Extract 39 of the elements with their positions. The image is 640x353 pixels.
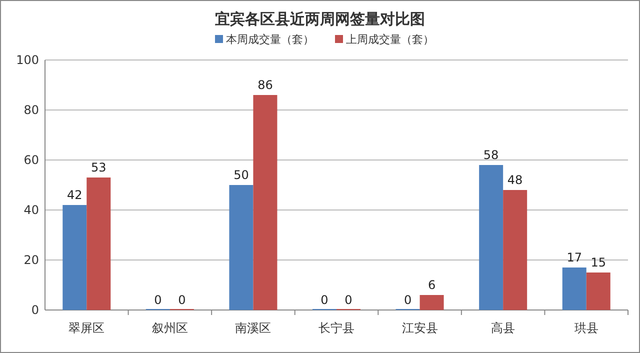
y-tick-label: 0 (31, 303, 39, 317)
y-tick-label: 60 (24, 153, 39, 167)
x-tick-label: 高县 (491, 321, 516, 335)
bar (420, 295, 444, 310)
y-tick-label: 100 (16, 53, 39, 67)
x-tick-label: 翠屏区 (68, 321, 105, 335)
data-label: 42 (67, 188, 82, 202)
data-label: 17 (566, 250, 582, 264)
legend-label: 上周成交量（套） (346, 33, 434, 46)
data-label: 6 (428, 278, 436, 292)
y-tick-label: 20 (24, 253, 39, 267)
bar (62, 205, 87, 310)
x-tick-label: 长宁县 (318, 321, 354, 335)
chart-title: 宜宾各区县近两周网签量对比图 (215, 10, 425, 28)
x-tick-label: 叙州区 (152, 321, 188, 335)
bar (503, 190, 528, 310)
data-label: 0 (320, 293, 328, 307)
data-label: 0 (404, 293, 412, 307)
x-tick-label: 南溪区 (235, 321, 272, 335)
x-tick-label: 江安县 (402, 321, 438, 335)
data-label: 0 (178, 293, 186, 307)
x-tick-label: 珙县 (574, 321, 598, 335)
bar (86, 178, 111, 310)
bar (479, 165, 504, 310)
data-label: 48 (507, 173, 523, 187)
bar (562, 268, 586, 310)
data-label: 0 (154, 293, 162, 307)
y-tick-label: 40 (24, 203, 39, 217)
data-label: 53 (91, 160, 106, 174)
data-label: 0 (344, 293, 352, 307)
data-label: 58 (483, 148, 499, 162)
data-label: 15 (590, 256, 606, 270)
bar (229, 185, 254, 310)
data-label: 86 (258, 78, 273, 92)
bar (253, 95, 278, 310)
data-label: 50 (234, 168, 249, 182)
bar (586, 272, 610, 310)
legend-label: 本周成交量（套） (226, 33, 314, 46)
y-tick-label: 80 (24, 103, 39, 117)
